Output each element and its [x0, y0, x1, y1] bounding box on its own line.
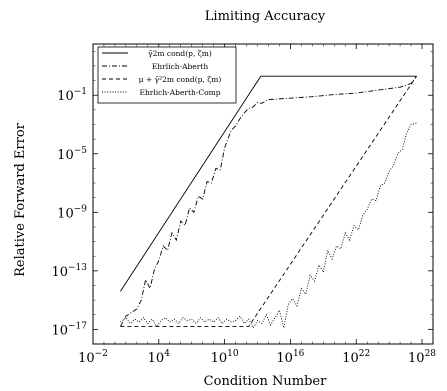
legend-box [97, 46, 237, 104]
series-line-4 [120, 122, 417, 329]
axis-ticks: 10−2 104 1010 1016 1022 1028 10−1 10−5 10−9 10−13… [51, 44, 436, 366]
legend-label-1: γ̃2m cond(p, ζm) [148, 49, 212, 58]
series-line-1 [120, 75, 417, 292]
x-tick-label: 1010 [211, 349, 239, 366]
legend-label-2: Ehrlich-Aberth [152, 62, 209, 71]
series-line-3 [120, 75, 417, 327]
legend: γ̃2m cond(p, ζm) Ehrlich-Aberth μ + γ̃²2m … [97, 46, 237, 104]
legend-label-4: Ehrlich-Aberth-Comp [139, 88, 220, 97]
legend-label-3: μ + γ̃²2m cond(p, ζm) [139, 75, 222, 84]
x-axis-title: Condition Number [204, 374, 327, 389]
plot-lines [120, 75, 417, 329]
series-line-2 [120, 75, 417, 327]
x-tick-label: 104 [148, 349, 171, 366]
chart-title: Limiting Accuracy [205, 9, 326, 24]
x-tick-label: 1022 [342, 349, 370, 366]
x-tick-label: 1016 [276, 349, 304, 366]
x-tick-label: 1028 [408, 349, 436, 366]
plot-frame [92, 43, 434, 345]
x-tick-label: 10−2 [78, 349, 108, 366]
y-tick-label: 10−13 [51, 263, 87, 280]
y-tick-label: 10−5 [57, 146, 87, 163]
y-tick-label: 10−9 [57, 204, 87, 221]
y-axis-title: Relative Forward Error [13, 122, 28, 277]
y-tick-label: 10−1 [57, 87, 87, 104]
y-tick-label: 10−17 [51, 321, 87, 338]
